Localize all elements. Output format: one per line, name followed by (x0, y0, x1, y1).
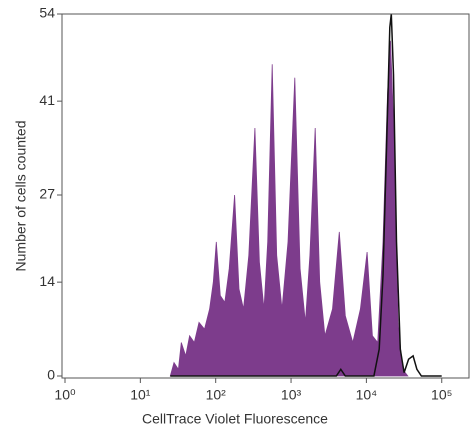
y-tick-label: 27 (39, 186, 55, 202)
plot-frame (61, 13, 470, 379)
y-tick-label: 41 (39, 92, 55, 108)
y-tick-label: 54 (39, 5, 55, 21)
x-tick-label: 10⁴ (356, 387, 378, 403)
y-axis-label: Number of cells counted (13, 121, 29, 272)
x-tick-label: 10¹ (130, 387, 151, 403)
x-tick-label: 10⁰ (54, 387, 76, 403)
x-tick-label: 10⁵ (431, 387, 452, 403)
x-axis-label: CellTrace Violet Fluorescence (142, 411, 328, 427)
x-tick-label: 10³ (281, 387, 302, 403)
histogram-area (169, 40, 409, 377)
y-tick-label: 0 (47, 367, 55, 383)
y-tick-label: 14 (39, 273, 55, 289)
x-tick-label: 10² (206, 387, 227, 403)
